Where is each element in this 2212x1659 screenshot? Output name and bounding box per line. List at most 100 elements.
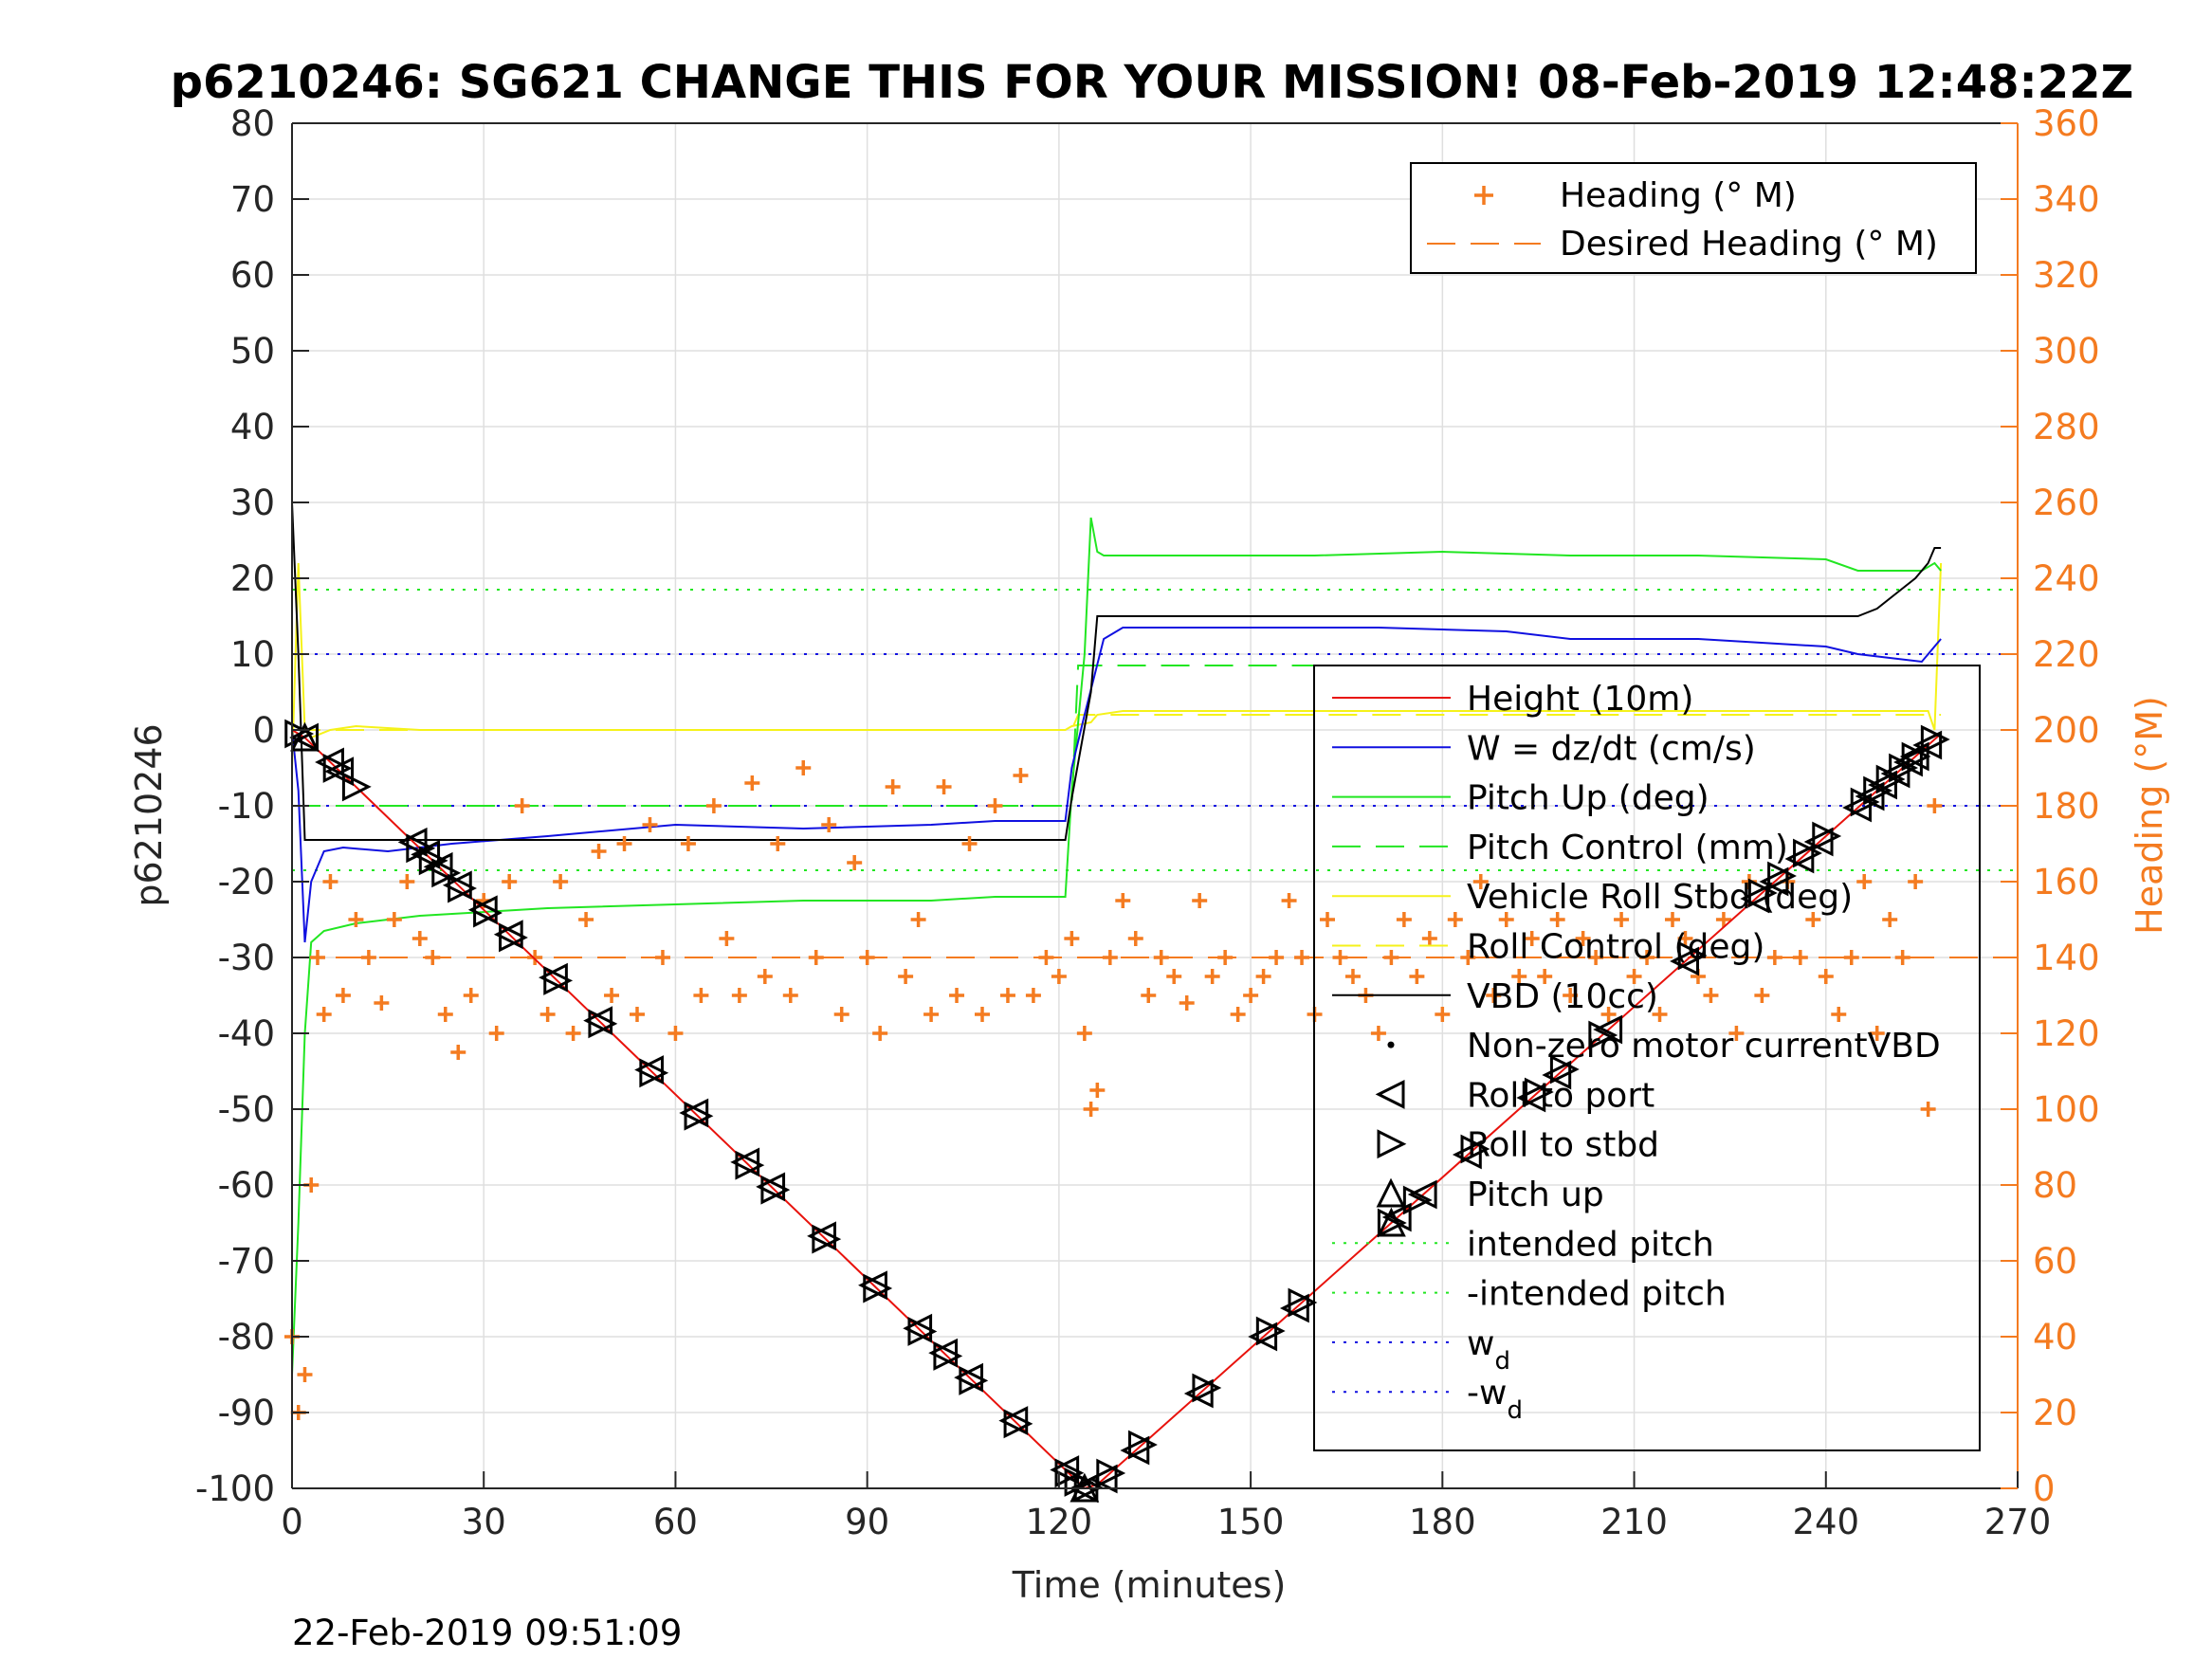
heading-point [1927,798,1943,813]
heading-point [1255,969,1271,984]
roll-to-stbd-marker [639,1058,669,1088]
heading-point [975,1007,990,1022]
roll-to-stbd-marker [1549,1054,1580,1085]
legend-label: Roll Control (deg) [1467,928,1764,967]
y-tick-label-left: 0 [252,710,275,751]
roll-to-port-marker [1248,1322,1278,1352]
heading-point [1447,912,1463,927]
heading-point [1435,1007,1451,1022]
roll-to-stbd-marker [499,922,528,953]
heading-point [795,760,812,775]
legend-label: W = dz/dt (cm/s) [1467,729,1756,768]
heading-point [770,836,786,851]
legend-label: intended pitch [1467,1225,1714,1264]
heading-point [374,995,390,1011]
x-tick-label: 120 [1026,1502,1093,1542]
heading-point [411,931,428,946]
roll-to-stbd-marker [812,1224,842,1254]
y-tick-label-right: 0 [2033,1468,2056,1509]
heading-point [1230,1007,1246,1022]
heading-point [425,950,441,965]
heading-point [1894,950,1910,965]
y-tick-label-right: 80 [2033,1165,2077,1206]
roll-to-port-marker [1088,1464,1118,1494]
roll-to-port-marker [397,827,428,857]
heading-point [502,874,518,889]
roll-to-port-marker [1880,758,1910,789]
heading-point [1626,969,1642,984]
heading-point [1754,988,1770,1003]
heading-point [744,775,760,791]
heading-point [885,779,901,794]
heading-point [1486,988,1502,1003]
y-tick-label-right: 160 [2033,862,2100,902]
roll-to-port-marker [1452,1139,1482,1170]
series-line-vehicle-roll-stbd-deg- [291,562,1943,769]
y-tick-label-right: 360 [2033,103,2100,144]
y-tick-label-left: 80 [230,103,275,144]
y-tick-label-right: 40 [2033,1317,2077,1358]
heading-point [1498,912,1514,927]
heading-point [1472,874,1489,889]
heading-point [1281,893,1297,908]
heading-point [1537,969,1553,984]
heading-point [1575,931,1591,946]
roll-to-stbd-marker [1920,724,1950,755]
heading-point [1805,912,1821,927]
roll-to-port-marker [423,851,453,882]
heading-point [1243,988,1259,1003]
y-tick-label-left: -50 [218,1089,275,1130]
y-tick-label-left: -90 [218,1393,275,1433]
heading-point [1179,995,1195,1011]
heading-point [1792,950,1808,965]
heading-point [1383,950,1399,965]
roll-to-stbd-marker [1128,1430,1158,1460]
roll-to-stbd-marker [1288,1287,1318,1318]
heading-point [1115,893,1131,908]
heading-point [910,912,926,927]
roll-to-stbd-marker [959,1365,989,1395]
legend-label: Roll to port [1467,1076,1654,1115]
heading-point [1051,969,1067,984]
heading-point [514,798,530,813]
heading-point [1614,912,1630,927]
y-tick-label-right: 120 [2033,1013,2100,1054]
heading-point [1153,950,1169,965]
series-line-vbd-10cc- [291,501,1942,841]
heading-point [616,836,632,851]
heading-point [399,874,415,889]
roll-to-port-marker [1670,946,1699,976]
heading-point [923,1007,940,1022]
heading-point [604,988,620,1003]
heading-point [1665,912,1680,927]
heading-point [1563,988,1579,1003]
heading-point [1076,1026,1092,1041]
x-tick-label: 240 [1792,1502,1859,1542]
heading-point [1409,969,1425,984]
y-tick-label-right: 240 [2033,558,2100,599]
heading-point [1460,950,1476,965]
roll-to-stbd-marker [1460,1134,1490,1164]
heading-point [1396,912,1412,927]
heading-point [1102,950,1118,965]
heading-point [1856,874,1873,889]
series-line-pitch-control-mm- [292,665,1942,807]
heading-point [1600,1007,1617,1022]
x-tick-label: 270 [1984,1502,2052,1542]
y-tick-label-right: 220 [2033,634,2100,675]
heading-point [1549,912,1565,927]
roll-to-stbd-marker [735,1150,765,1180]
heading-point [859,950,875,965]
legend-label: Non-zero motor currentVBD [1467,1027,1941,1066]
heading-point [1421,931,1437,946]
roll-to-stbd-marker [448,873,477,903]
heading-point [1204,969,1220,984]
event-markers [284,719,1950,1504]
heading-point [488,1026,504,1041]
roll-to-stbd-marker [1901,741,1931,772]
heading-point [961,836,978,851]
heading-point [1038,950,1054,965]
roll-to-stbd-marker [431,858,462,888]
roll-to-port-marker [1759,866,1789,897]
roll-to-port-marker [1784,844,1815,874]
